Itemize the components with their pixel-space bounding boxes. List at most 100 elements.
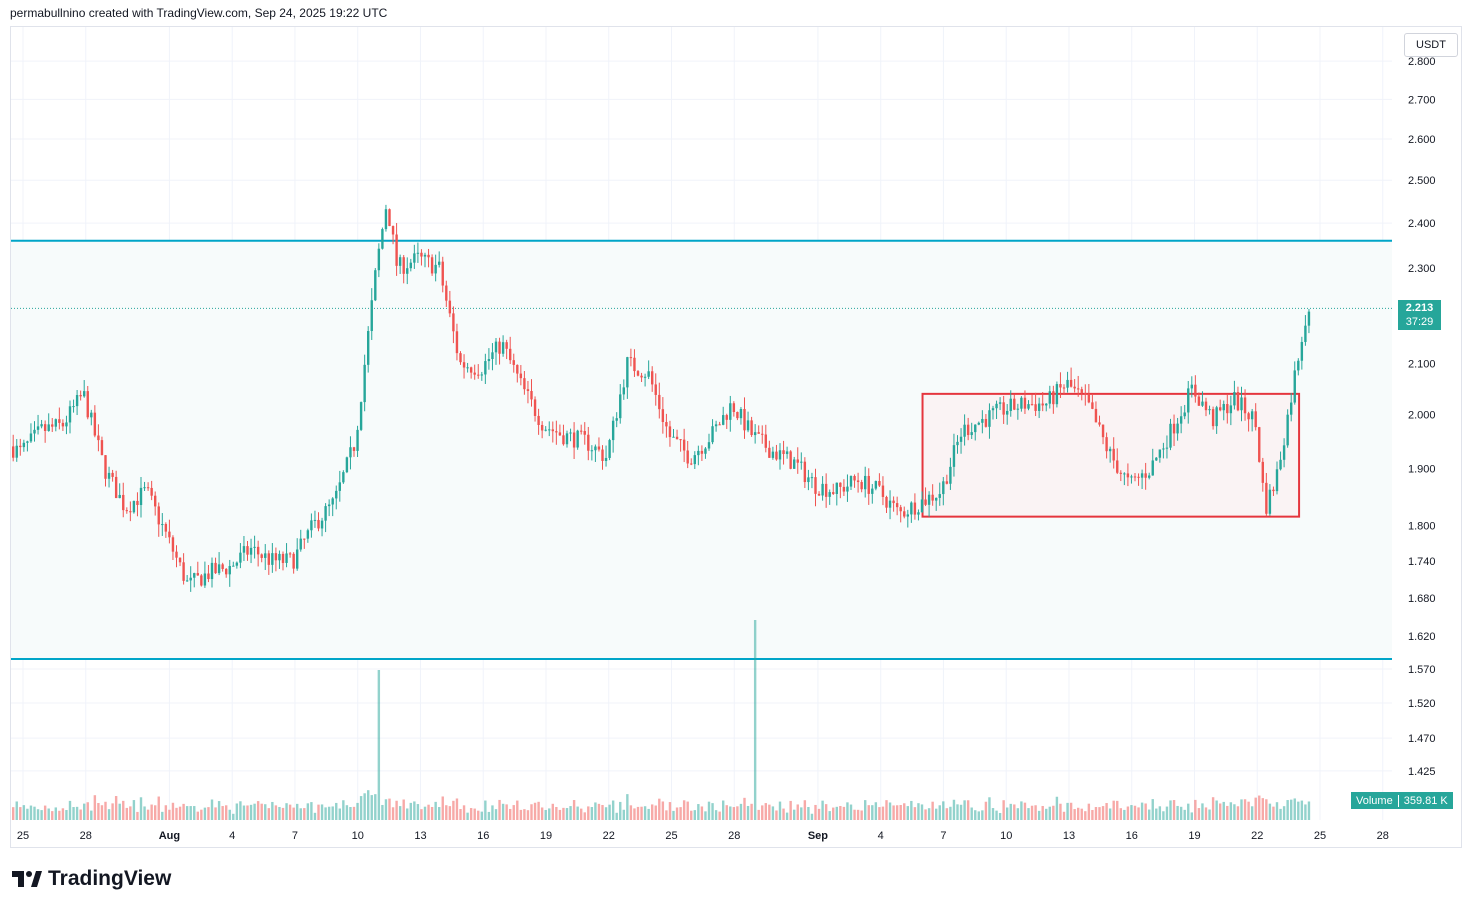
volume-bar <box>452 800 455 820</box>
volume-bar <box>68 800 72 820</box>
candle-body <box>75 394 79 407</box>
volume-bar <box>395 800 398 820</box>
candle-body <box>1190 384 1193 389</box>
volume-bar <box>1208 809 1211 820</box>
candle-body <box>90 412 93 418</box>
candle-body <box>640 375 643 378</box>
volume-bar <box>1286 800 1289 820</box>
volume-bar <box>849 804 853 820</box>
tradingview-logo[interactable]: TradingView <box>12 867 171 891</box>
volume-bar <box>363 793 366 820</box>
candle-body <box>129 511 132 513</box>
candle-body <box>927 494 931 505</box>
x-tick-label: 28 <box>80 830 92 842</box>
currency-button[interactable]: USDT <box>1404 33 1458 57</box>
candle-body <box>526 389 530 391</box>
volume-bar <box>299 808 302 820</box>
candle-body <box>590 450 594 452</box>
x-tick-label: 7 <box>292 830 298 842</box>
volume-bar <box>1201 803 1204 820</box>
volume-bar <box>235 803 239 820</box>
candle-body <box>874 481 878 489</box>
candle-body <box>576 430 579 448</box>
volume-bar <box>853 809 856 820</box>
candle-body <box>853 475 856 481</box>
x-tick-label: 16 <box>1126 830 1138 842</box>
candle-body <box>775 451 778 460</box>
candle-body <box>1101 424 1105 438</box>
candle-body <box>1261 461 1264 483</box>
volume-bar <box>895 805 899 820</box>
volume-bar <box>807 807 810 820</box>
x-tick-label: 22 <box>603 830 615 842</box>
candle-body <box>988 410 991 427</box>
candle-body <box>1215 407 1218 427</box>
volume-bar <box>842 806 846 820</box>
volume-bar <box>182 803 185 820</box>
candle-body <box>601 449 604 461</box>
candle-body <box>1130 476 1133 478</box>
candle-body <box>1013 398 1016 410</box>
candle-body <box>512 360 515 365</box>
price-axis[interactable]: 2.800 2.700 2.600 2.500 2.400 2.300 2.100 2.000… <box>1408 56 1436 778</box>
volume-bar <box>917 803 920 820</box>
volume-bar <box>324 807 327 820</box>
volume-bar <box>580 808 583 820</box>
candle-body <box>256 546 260 555</box>
volume-bar <box>157 796 160 820</box>
volume-bar <box>576 806 579 820</box>
candle-body <box>789 451 792 469</box>
y-tick-label: 1.620 <box>1408 631 1436 643</box>
x-tick-label: 7 <box>940 830 946 842</box>
candle-body <box>991 408 995 411</box>
candle-body <box>114 476 118 499</box>
candle-body <box>1275 469 1279 492</box>
volume-bar <box>629 805 633 820</box>
candle-body <box>1137 476 1140 478</box>
candle-body <box>736 411 739 419</box>
volume-bar <box>931 801 934 820</box>
volume-bar <box>778 801 782 820</box>
volume-bar <box>203 807 207 820</box>
range-box[interactable] <box>921 392 1301 518</box>
volume-bar <box>54 807 57 820</box>
candle-body <box>913 502 917 515</box>
volume-bar <box>200 809 203 820</box>
candle-body <box>523 378 526 390</box>
chart-frame <box>10 26 1462 848</box>
volume-bar <box>587 806 590 820</box>
volume-bar <box>651 804 654 820</box>
candle-body <box>1240 397 1243 411</box>
volume-bar <box>1307 801 1311 820</box>
volume-bar <box>409 802 412 820</box>
candle-body <box>533 399 537 416</box>
volume-bar <box>768 804 771 820</box>
volume-bar <box>1052 805 1055 820</box>
candle-body <box>377 248 381 271</box>
volume-bar <box>707 801 711 820</box>
candle-body <box>977 422 980 425</box>
candle-body <box>839 482 842 487</box>
candle-body <box>906 514 909 517</box>
time-axis[interactable]: 25 28 Aug 4 7 10 13 16 19 22 25 28 Sep 4 7 10 13 16 19 22 25… <box>17 830 1389 842</box>
volume-bar <box>335 802 338 820</box>
candle-body <box>732 403 736 412</box>
candle-body <box>846 486 849 492</box>
volume-bar <box>910 800 913 820</box>
candle-body <box>459 353 462 363</box>
volume-bar <box>246 805 249 820</box>
volume-bar <box>643 806 647 820</box>
volume-bar <box>590 807 594 820</box>
volume-bar <box>1233 804 1236 820</box>
volume-bar <box>704 811 707 820</box>
candle-body <box>288 553 292 555</box>
volume-bar <box>79 809 82 820</box>
candle-body <box>1187 388 1190 413</box>
candle-body <box>1108 448 1112 452</box>
candle-body <box>1197 396 1201 406</box>
volume-bar <box>97 802 100 820</box>
candle-body <box>214 562 217 574</box>
candle-body <box>26 441 29 443</box>
candle-body <box>260 554 263 558</box>
